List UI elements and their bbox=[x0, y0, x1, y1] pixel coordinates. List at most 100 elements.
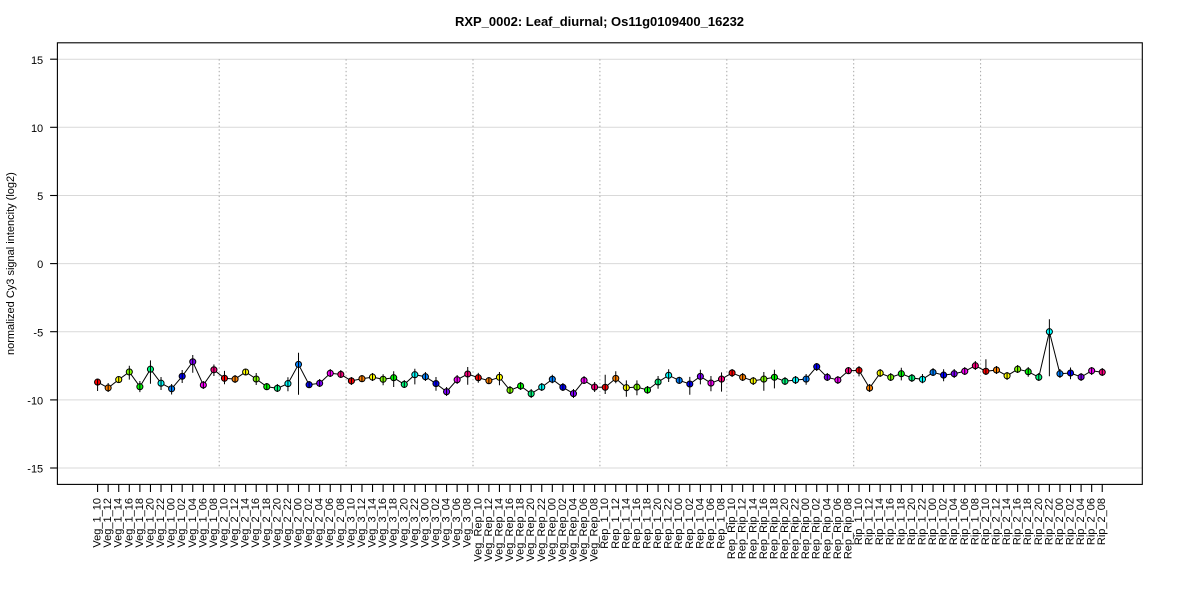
svg-text:Veg_2_18: Veg_2_18 bbox=[261, 498, 273, 548]
svg-text:Rip_2_22: Rip_2_22 bbox=[1043, 498, 1055, 545]
svg-text:Veg_Rep_12: Veg_Rep_12 bbox=[483, 498, 495, 562]
svg-text:Veg_1_04: Veg_1_04 bbox=[187, 498, 199, 548]
svg-text:Rip_1_20: Rip_1_20 bbox=[906, 498, 918, 545]
svg-text:Veg_2_20: Veg_2_20 bbox=[271, 498, 283, 548]
svg-text:Veg_1_10: Veg_1_10 bbox=[92, 498, 104, 548]
svg-text:Rep_Rip_22: Rep_Rip_22 bbox=[790, 498, 802, 559]
svg-text:Veg_Rep_04: Veg_Rep_04 bbox=[567, 498, 579, 562]
svg-text:Veg_2_12: Veg_2_12 bbox=[229, 498, 241, 548]
svg-text:Rip_1_12: Rip_1_12 bbox=[864, 498, 876, 545]
svg-text:Veg_3_04: Veg_3_04 bbox=[441, 498, 453, 548]
svg-text:Veg_1_14: Veg_1_14 bbox=[113, 498, 125, 548]
svg-text:Rep_1_20: Rep_1_20 bbox=[652, 498, 664, 549]
svg-text:Rep_1_14: Rep_1_14 bbox=[620, 498, 632, 549]
svg-text:Veg_3_20: Veg_3_20 bbox=[398, 498, 410, 548]
svg-text:Rip_2_00: Rip_2_00 bbox=[1054, 498, 1066, 545]
svg-text:Rip_1_14: Rip_1_14 bbox=[874, 498, 886, 545]
svg-text:Veg_Rep_08: Veg_Rep_08 bbox=[589, 498, 601, 562]
svg-text:Veg_3_00: Veg_3_00 bbox=[419, 498, 431, 548]
svg-text:Rep_1_12: Rep_1_12 bbox=[610, 498, 622, 549]
svg-text:Veg_Rep_02: Veg_Rep_02 bbox=[557, 498, 569, 562]
svg-text:Veg_3_02: Veg_3_02 bbox=[430, 498, 442, 548]
svg-text:Veg_Rep_20: Veg_Rep_20 bbox=[525, 498, 537, 562]
svg-text:Rep_1_06: Rep_1_06 bbox=[705, 498, 717, 549]
svg-text:10: 10 bbox=[31, 123, 43, 135]
svg-text:15: 15 bbox=[31, 55, 43, 67]
svg-text:Rep_1_16: Rep_1_16 bbox=[631, 498, 643, 549]
svg-text:Rep_1_22: Rep_1_22 bbox=[663, 498, 675, 549]
svg-text:Veg_1_22: Veg_1_22 bbox=[155, 498, 167, 548]
svg-text:Veg_2_10: Veg_2_10 bbox=[218, 498, 230, 548]
svg-text:Veg_3_08: Veg_3_08 bbox=[462, 498, 474, 548]
svg-text:Veg_3_06: Veg_3_06 bbox=[451, 498, 463, 548]
svg-text:Rep_Rip_20: Rep_Rip_20 bbox=[779, 498, 791, 559]
svg-text:Veg_2_16: Veg_2_16 bbox=[250, 498, 262, 548]
svg-text:Veg_3_18: Veg_3_18 bbox=[388, 498, 400, 548]
svg-text:Rip_2_20: Rip_2_20 bbox=[1033, 498, 1045, 545]
svg-text:Veg_Rep_18: Veg_Rep_18 bbox=[515, 498, 527, 562]
svg-text:Veg_1_18: Veg_1_18 bbox=[134, 498, 146, 548]
svg-text:Rep_1_00: Rep_1_00 bbox=[673, 498, 685, 549]
svg-text:Rep_Rip_12: Rep_Rip_12 bbox=[737, 498, 749, 559]
svg-text:Rip_2_08: Rip_2_08 bbox=[1096, 498, 1108, 545]
svg-text:Rip_1_00: Rip_1_00 bbox=[927, 498, 939, 545]
svg-text:Rip_2_06: Rip_2_06 bbox=[1086, 498, 1098, 545]
svg-text:Rip_1_06: Rip_1_06 bbox=[959, 498, 971, 545]
svg-text:Rep_1_08: Rep_1_08 bbox=[716, 498, 728, 549]
svg-text:Rip_2_10: Rip_2_10 bbox=[980, 498, 992, 545]
svg-text:Rep_Rip_06: Rep_Rip_06 bbox=[832, 498, 844, 559]
svg-text:Veg_Rep_16: Veg_Rep_16 bbox=[504, 498, 516, 562]
svg-text:Rep_1_04: Rep_1_04 bbox=[694, 498, 706, 549]
svg-text:Rip_1_18: Rip_1_18 bbox=[895, 498, 907, 545]
svg-text:Rep_1_18: Rep_1_18 bbox=[642, 498, 654, 549]
svg-text:Veg_2_08: Veg_2_08 bbox=[335, 498, 347, 548]
svg-text:Rip_1_04: Rip_1_04 bbox=[948, 498, 960, 545]
svg-text:Veg_3_14: Veg_3_14 bbox=[367, 498, 379, 548]
svg-text:Rep_Rip_18: Rep_Rip_18 bbox=[768, 498, 780, 559]
svg-text:Veg_Rep_06: Veg_Rep_06 bbox=[578, 498, 590, 562]
svg-text:Rip_2_02: Rip_2_02 bbox=[1065, 498, 1077, 545]
svg-text:Rep_Rip_14: Rep_Rip_14 bbox=[747, 498, 759, 559]
svg-text:Veg_3_12: Veg_3_12 bbox=[356, 498, 368, 548]
svg-text:Rip_2_18: Rip_2_18 bbox=[1022, 498, 1034, 545]
svg-text:Rip_1_02: Rip_1_02 bbox=[938, 498, 950, 545]
svg-text:Rip_2_16: Rip_2_16 bbox=[1012, 498, 1024, 545]
svg-text:Veg_1_02: Veg_1_02 bbox=[176, 498, 188, 548]
svg-text:Veg_Rep_10: Veg_Rep_10 bbox=[472, 498, 484, 562]
svg-text:Veg_1_06: Veg_1_06 bbox=[197, 498, 209, 548]
svg-text:Veg_3_16: Veg_3_16 bbox=[377, 498, 389, 548]
svg-text:Veg_2_22: Veg_2_22 bbox=[282, 498, 294, 548]
svg-text:Rep_Rip_08: Rep_Rip_08 bbox=[842, 498, 854, 559]
svg-text:Veg_1_16: Veg_1_16 bbox=[123, 498, 135, 548]
svg-text:Veg_1_00: Veg_1_00 bbox=[166, 498, 178, 548]
svg-text:Rip_2_12: Rip_2_12 bbox=[990, 498, 1002, 545]
svg-text:-5: -5 bbox=[33, 327, 43, 339]
svg-text:Veg_2_02: Veg_2_02 bbox=[303, 498, 315, 548]
svg-text:Veg_2_14: Veg_2_14 bbox=[240, 498, 252, 548]
svg-text:Veg_2_06: Veg_2_06 bbox=[324, 498, 336, 548]
svg-text:Rip_1_08: Rip_1_08 bbox=[969, 498, 981, 545]
svg-text:Rip_1_10: Rip_1_10 bbox=[853, 498, 865, 545]
svg-text:Rep_Rip_04: Rep_Rip_04 bbox=[821, 498, 833, 559]
svg-text:Rep_Rip_16: Rep_Rip_16 bbox=[758, 498, 770, 559]
svg-text:normalized Cy3 signal intencit: normalized Cy3 signal intencity (log2) bbox=[5, 172, 17, 355]
svg-text:Veg_3_22: Veg_3_22 bbox=[409, 498, 421, 548]
svg-text:Veg_1_20: Veg_1_20 bbox=[144, 498, 156, 548]
svg-text:Veg_Rep_22: Veg_Rep_22 bbox=[536, 498, 548, 562]
svg-text:Veg_Rep_00: Veg_Rep_00 bbox=[546, 498, 558, 562]
svg-text:Rep_1_02: Rep_1_02 bbox=[684, 498, 696, 549]
svg-text:Veg_2_04: Veg_2_04 bbox=[314, 498, 326, 548]
svg-text:Rip_1_22: Rip_1_22 bbox=[916, 498, 928, 545]
svg-text:Veg_3_10: Veg_3_10 bbox=[345, 498, 357, 548]
svg-text:Veg_1_08: Veg_1_08 bbox=[208, 498, 220, 548]
svg-text:RXP_0002: Leaf_diurnal; Os11g0: RXP_0002: Leaf_diurnal; Os11g0109400_162… bbox=[455, 14, 744, 29]
svg-text:Veg_1_12: Veg_1_12 bbox=[102, 498, 114, 548]
svg-text:-10: -10 bbox=[27, 396, 43, 408]
svg-text:Rip_2_14: Rip_2_14 bbox=[1001, 498, 1013, 545]
svg-text:Rep_Rip_10: Rep_Rip_10 bbox=[726, 498, 738, 559]
svg-text:Rip_1_16: Rip_1_16 bbox=[885, 498, 897, 545]
svg-text:-15: -15 bbox=[27, 464, 43, 476]
svg-text:Veg_2_00: Veg_2_00 bbox=[293, 498, 305, 548]
svg-text:5: 5 bbox=[37, 191, 43, 203]
svg-text:0: 0 bbox=[37, 259, 43, 271]
